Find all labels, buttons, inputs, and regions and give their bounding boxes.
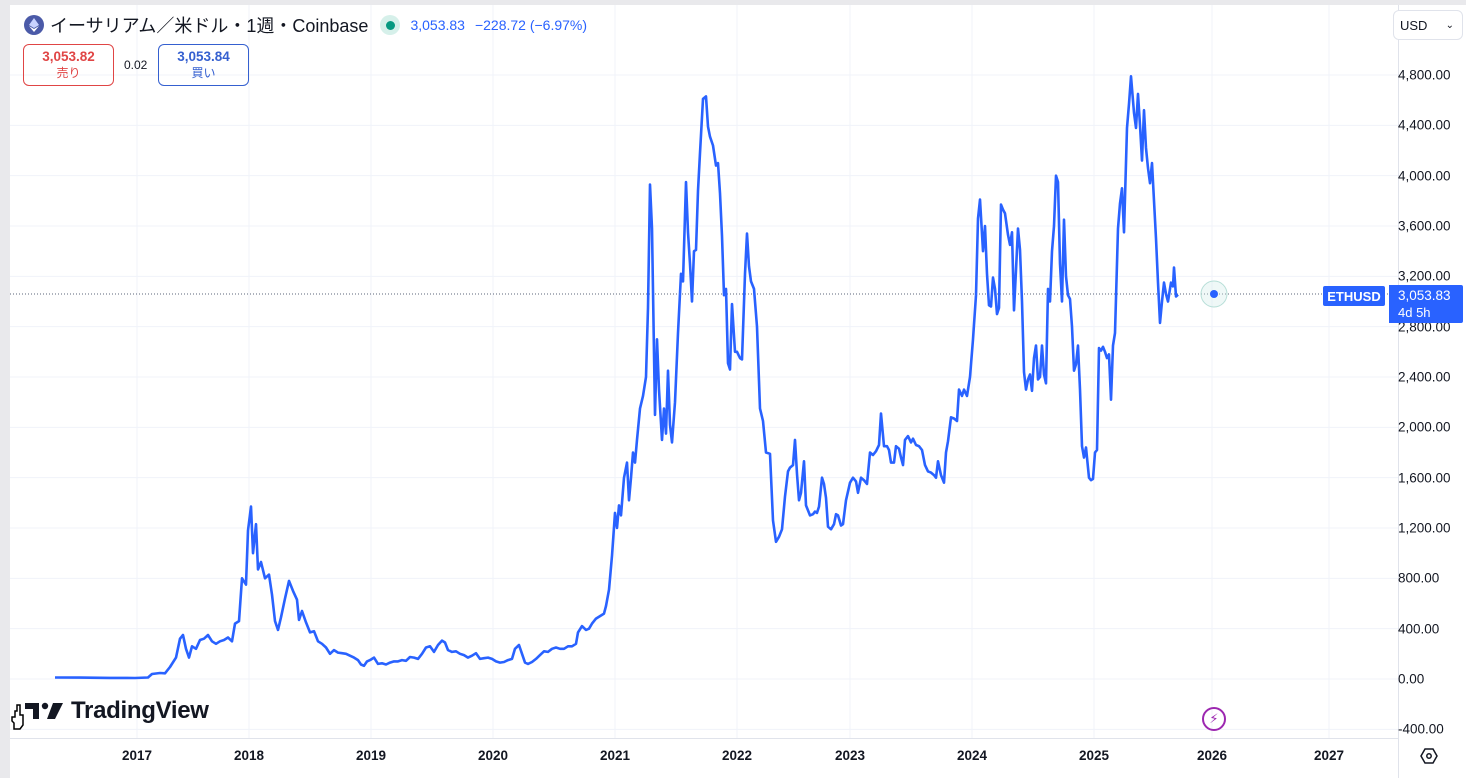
tradingview-wordmark: TradingView [71, 697, 209, 724]
buy-price: 3,053.84 [177, 49, 230, 64]
tradingview-logo-icon [25, 702, 63, 719]
price-axis-divider [1398, 5, 1399, 778]
time-tick: 2019 [355, 748, 387, 763]
status-dot-icon [385, 20, 395, 30]
price-tick: -400.00 [1398, 721, 1444, 737]
chart-frame [10, 5, 1466, 778]
event-lightning-icon[interactable]: ⚡︎ [1202, 707, 1226, 731]
spread-value: 0.02 [124, 58, 148, 72]
ethereum-icon [24, 15, 44, 35]
last-price-tag: 3,053.83 4d 5h [1389, 285, 1463, 323]
time-tick: 2021 [599, 748, 631, 763]
price-tick: 0.00 [1398, 671, 1425, 687]
time-tick: 2020 [477, 748, 509, 763]
sell-price: 3,053.82 [42, 49, 95, 64]
price-tick: 3,200.00 [1398, 268, 1451, 284]
time-tick: 2023 [834, 748, 866, 763]
price-tick: 4,800.00 [1398, 67, 1451, 83]
symbol-price-tag: ETHUSD [1323, 286, 1385, 306]
price-change: −228.72 (−6.97%) [474, 17, 588, 33]
price-tick: 2,400.00 [1398, 369, 1451, 385]
last-price-dot [1210, 290, 1218, 298]
price-tick: 2,000.00 [1398, 419, 1451, 435]
time-tick: 2025 [1078, 748, 1110, 763]
last-price-tag-value: 3,053.83 [1398, 288, 1451, 303]
symbol-header: イーサリアム／米ドル・1週・Coinbase 3,053.83 −228.72 … [24, 12, 587, 38]
tradingview-logo[interactable]: TradingView [25, 697, 209, 725]
grid-lines [10, 5, 1398, 738]
sell-label: 売り [56, 66, 81, 80]
time-tick: 2026 [1196, 748, 1228, 763]
price-tick: 800.00 [1398, 570, 1440, 586]
market-open-indicator[interactable] [380, 15, 401, 35]
buy-button[interactable]: 3,053.84 買い [158, 44, 249, 86]
time-axis-divider [10, 738, 1398, 739]
time-tick: 2027 [1313, 748, 1345, 763]
currency-value: USD [1400, 17, 1428, 33]
price-tick: 4,400.00 [1398, 117, 1451, 133]
currency-dropdown[interactable]: USD ⌄ [1393, 10, 1463, 40]
ethusd-line [54, 75, 1179, 680]
sell-button[interactable]: 3,053.82 売り [23, 44, 114, 86]
bar-countdown: 4d 5h [1398, 305, 1431, 320]
price-tick: 400.00 [1398, 621, 1440, 637]
price-chart[interactable] [10, 5, 1466, 778]
chart-settings-icon[interactable] [1419, 746, 1439, 766]
chevron-down-icon: ⌄ [1445, 19, 1454, 31]
time-tick: 2017 [121, 748, 153, 763]
symbol-title[interactable]: イーサリアム／米ドル・1週・Coinbase [50, 16, 369, 36]
price-tick: 4,000.00 [1398, 168, 1451, 184]
price-tick: 1,200.00 [1398, 520, 1451, 536]
time-tick: 2018 [233, 748, 265, 763]
last-price: 3,053.83 [410, 17, 465, 33]
hand-cursor-icon [11, 703, 27, 738]
time-tick: 2022 [721, 748, 753, 763]
buy-label: 買い [191, 66, 216, 80]
price-tick: 1,600.00 [1398, 470, 1451, 486]
price-tick: 3,600.00 [1398, 218, 1451, 234]
time-tick: 2024 [956, 748, 988, 763]
